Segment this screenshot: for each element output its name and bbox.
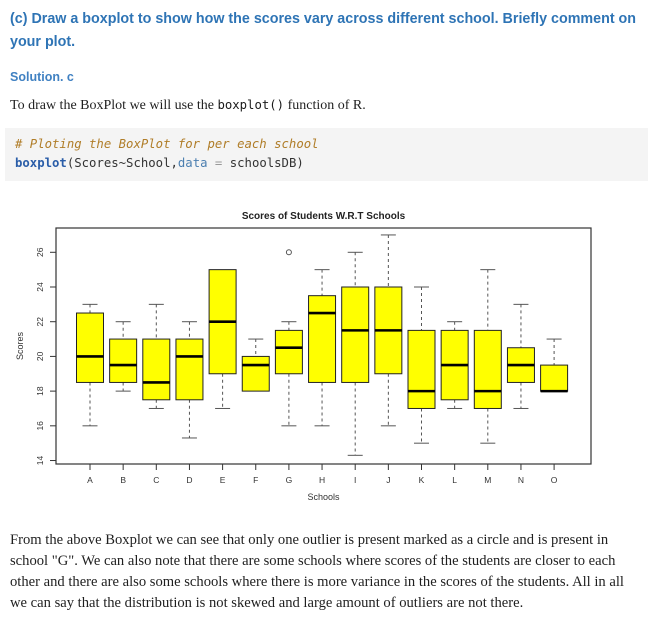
box [274,330,303,375]
code-token [208,156,215,170]
x-tick-label: C [153,475,159,485]
box [142,338,171,401]
box [407,330,436,410]
box [241,356,270,392]
x-tick-label: I [354,475,356,485]
solution-label: Solution. c [10,70,74,85]
boxplot-figure: Scores of Students W.R.T Schools 14 16 18 20… [0,197,653,517]
code-token: boxplot [15,156,67,171]
y-tick-label: 16 [35,421,45,431]
box [109,338,138,384]
x-tick-label: B [120,475,126,485]
code-comment: # Ploting the BoxPlot for per each schoo… [15,137,319,152]
x-tick-label: A [87,475,93,485]
x-tick-label: E [220,475,226,485]
boxplot-chart: Scores of Students W.R.T Schools 14 16 18 20… [15,211,592,502]
inline-code: boxplot() [217,98,285,113]
box [540,364,569,392]
chart-title: Scores of Students W.R.T Schools [242,211,406,222]
code-token: schoolsDB) [229,156,304,171]
x-tick-label: K [419,475,425,485]
y-tick-label: 20 [35,352,45,362]
x-tick-label: G [286,475,293,485]
intro-before: To draw the BoxPlot we will use the [10,98,218,114]
x-tick-label: D [186,475,192,485]
x-tick-label: N [518,475,524,485]
code-token: (Scores~School, [66,156,178,171]
y-tick-label: 18 [35,386,45,396]
box [341,286,370,384]
y-tick-label: 26 [35,247,45,257]
x-axis-label: Schools [307,492,340,502]
y-tick-label: 14 [35,456,45,466]
code-line: boxplot(Scores~School,data = schoolsDB) [15,154,638,173]
outlier-point [285,249,292,256]
code-token: = [214,156,223,171]
code-token: data [177,156,208,171]
question-heading: (c) Draw a boxplot to show how the score… [10,11,637,50]
code-block: # Ploting the BoxPlot for per each schoo… [5,128,648,182]
x-tick-label: F [253,475,258,485]
x-tick-label: H [319,475,325,485]
conclusion-text: From the above Boxplot we can see that o… [10,532,624,611]
y-tick-label: 24 [35,282,45,292]
x-tick-label: M [484,475,491,485]
box [308,295,337,384]
plot-frame [55,227,592,465]
box [175,338,204,401]
y-tick-label: 22 [35,317,45,327]
code-token [222,156,229,170]
box [473,330,502,410]
box [76,312,104,384]
x-tick-label: L [452,475,457,485]
x-tick-label: O [551,475,558,485]
y-axis-label: Scores [15,332,25,361]
intro-text: To draw the BoxPlot we will use the boxp… [10,97,643,116]
intro-after: function of R. [284,98,366,114]
document-page: (c) Draw a boxplot to show how the score… [5,8,648,614]
x-tick-label: J [386,475,390,485]
